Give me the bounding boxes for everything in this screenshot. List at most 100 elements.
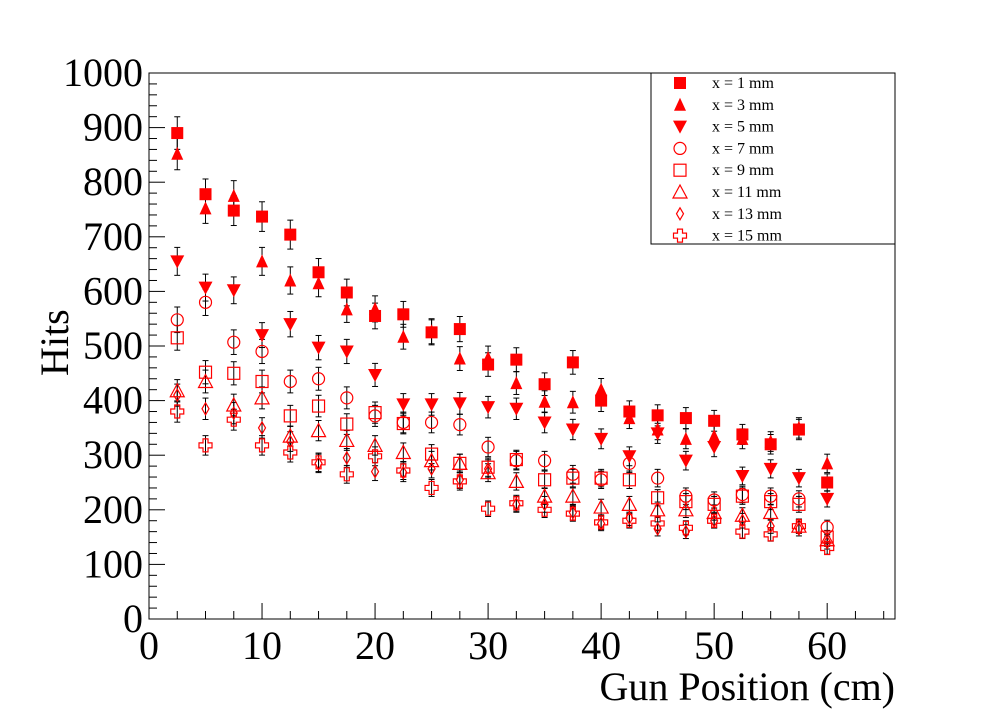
data-point — [283, 318, 298, 332]
data-point — [312, 266, 325, 279]
axes: 0 10 20 30 40 50 60010020030040050060070080090… — [63, 50, 885, 668]
data-point — [792, 497, 806, 511]
data-point — [566, 395, 579, 409]
legend-marker — [673, 141, 687, 155]
data-point — [510, 376, 523, 390]
data-point — [453, 351, 466, 365]
data-point — [480, 501, 496, 516]
data-point — [284, 228, 297, 241]
data-point — [482, 351, 495, 365]
data-point — [256, 254, 269, 268]
data-point — [227, 366, 241, 380]
y-tick-label: 0 — [123, 596, 143, 641]
data-point — [509, 452, 523, 467]
data-point — [508, 473, 525, 489]
x-tick-label: 60 — [807, 623, 847, 668]
data-point — [594, 471, 608, 485]
data-point — [282, 427, 299, 443]
data-point — [538, 454, 552, 468]
data-point — [396, 416, 410, 431]
data-point — [395, 444, 412, 460]
y-tick-label: 1000 — [63, 50, 143, 95]
data-point — [198, 438, 213, 453]
data-point — [173, 387, 182, 403]
data-point — [340, 417, 354, 431]
data-point — [170, 313, 184, 327]
data-point — [540, 497, 549, 512]
legend-entry-label: x = 5 mm — [712, 119, 774, 136]
y-tick-label: 700 — [83, 214, 143, 259]
data-point — [708, 414, 721, 427]
data-point — [564, 487, 581, 503]
data-point — [764, 434, 777, 448]
data-point — [819, 531, 836, 547]
legend-entry-label: x = 7 mm — [712, 140, 774, 157]
data-point — [312, 276, 325, 290]
data-point — [481, 401, 496, 415]
data-point — [286, 434, 295, 449]
data-point — [283, 445, 298, 460]
data-point — [536, 487, 553, 503]
legend-marker — [671, 183, 689, 199]
data-point — [283, 374, 297, 389]
x-axis-title: Gun Position (cm) — [599, 664, 895, 709]
data-point — [537, 502, 552, 517]
data-point — [256, 210, 269, 223]
y-tick-label: 400 — [83, 378, 143, 423]
data-point — [198, 295, 213, 309]
data-point — [170, 331, 184, 345]
y-tick-label: 300 — [83, 432, 143, 477]
data-point — [792, 420, 805, 434]
data-point — [651, 409, 664, 422]
legend-marker — [672, 228, 688, 243]
data-point — [198, 281, 213, 295]
data-point — [197, 373, 214, 389]
legend-marker — [675, 206, 685, 221]
data-point — [791, 472, 806, 486]
data-point — [254, 438, 270, 453]
data-point — [283, 409, 297, 423]
data-point — [170, 404, 185, 419]
legend-marker — [674, 97, 686, 111]
y-tick-label: 600 — [83, 268, 143, 313]
data-point — [424, 447, 439, 461]
y-tick-label: 200 — [83, 487, 143, 532]
data-point — [310, 422, 327, 438]
y-tick-label: 900 — [83, 105, 143, 150]
legend-entry-label: x = 1 mm — [712, 75, 774, 92]
data-point — [255, 344, 269, 359]
data-point — [399, 465, 408, 480]
data-point — [199, 188, 212, 201]
data-point — [453, 323, 466, 336]
data-point — [338, 432, 355, 448]
legend-box — [650, 72, 896, 245]
data-point — [621, 496, 638, 511]
data-point — [707, 441, 722, 455]
legend-entry-label: x = 3 mm — [712, 97, 774, 114]
data-point — [681, 524, 691, 539]
data-point — [679, 431, 692, 445]
data-point — [452, 474, 467, 489]
data-point — [311, 399, 326, 413]
data-point — [311, 372, 326, 386]
data-point — [735, 469, 750, 483]
y-axis-title: Hits — [32, 309, 77, 376]
data-point — [340, 286, 353, 299]
data-point — [369, 301, 382, 315]
legend-entry-label: x = 15 mm — [712, 228, 782, 245]
data-point — [339, 467, 354, 482]
data-point — [734, 506, 751, 522]
data-point — [679, 495, 693, 509]
data-point — [622, 473, 636, 487]
data-point — [171, 146, 184, 160]
data-point — [820, 540, 835, 556]
data-point — [538, 378, 551, 391]
data-point — [340, 302, 353, 316]
data-point — [735, 524, 750, 539]
data-point — [509, 496, 524, 511]
x-tick-label: 10 — [242, 623, 282, 668]
data-point — [255, 374, 269, 389]
data-point — [396, 398, 411, 412]
data-point — [622, 456, 636, 470]
data-point — [678, 454, 693, 468]
